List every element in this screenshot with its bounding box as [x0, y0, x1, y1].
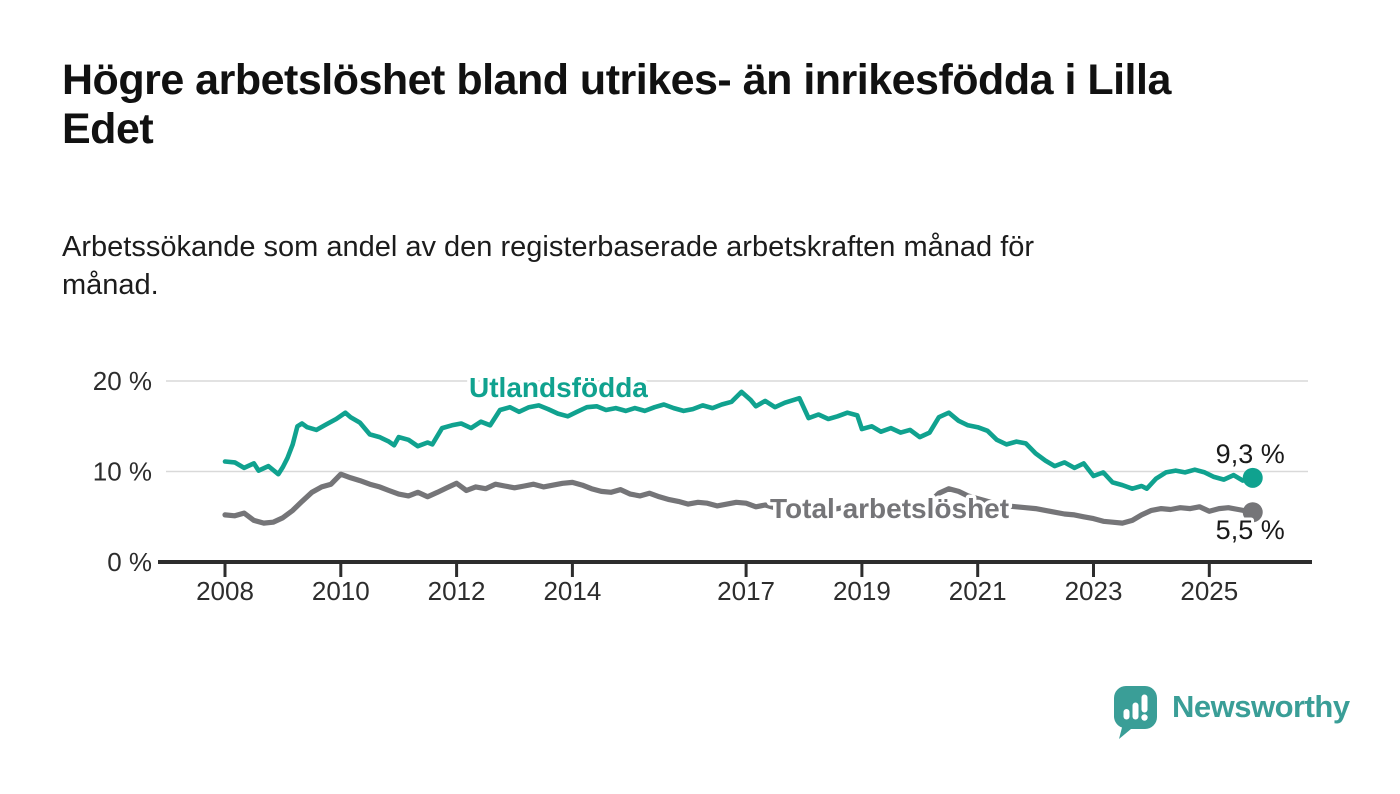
logo-exclamation-dot	[1141, 714, 1148, 721]
page-subtitle-line-1: Arbetssökande som andel av den registerb…	[62, 231, 1035, 263]
logo-bar-short	[1123, 709, 1130, 720]
y-axis-label-10: 10 %	[93, 457, 152, 487]
x-axis-label-2017: 2017	[717, 576, 775, 606]
series-value-label-total-arbetsloshet: 5,5 %	[1216, 515, 1285, 545]
series-endpoint-utlandsfodda	[1242, 467, 1263, 488]
series-label-total-arbetsloshet: Total arbetslöshet	[770, 493, 1009, 524]
series-label-utlandsfodda: Utlandsfödda	[469, 372, 648, 403]
page-title: Högre arbetslöshet bland utrikes- än inr…	[62, 56, 1171, 154]
series-endpoint-total-arbetsloshet	[1242, 502, 1263, 523]
x-axis-label-2023: 2023	[1065, 576, 1123, 606]
y-axis-label-0: 0 %	[107, 547, 152, 577]
series-line-utlandsfodda	[222, 389, 1255, 492]
y-axis-label-20: 20 %	[93, 366, 152, 396]
x-axis-label-2025: 2025	[1180, 576, 1238, 606]
logo-bar-tall	[1132, 702, 1139, 720]
page-title-line-2: Edet	[62, 105, 154, 153]
series-line-total-arbetsloshet	[222, 471, 1256, 526]
x-axis-label-2014: 2014	[543, 576, 601, 606]
x-axis-label-2019: 2019	[833, 576, 891, 606]
newsworthy-logo: Newsworthy	[1114, 686, 1350, 740]
logo-wordmark: Newsworthy	[1172, 689, 1350, 724]
x-axis-label-2010: 2010	[312, 576, 370, 606]
logo-exclamation-bar	[1141, 694, 1148, 713]
page-title-line-1: Högre arbetslöshet bland utrikes- än inr…	[62, 56, 1171, 104]
page-subtitle-line-2: månad.	[62, 269, 159, 301]
x-axis-label-2012: 2012	[428, 576, 486, 606]
page-subtitle: Arbetssökande som andel av den registerb…	[62, 228, 1034, 304]
x-axis-label-2021: 2021	[949, 576, 1007, 606]
bar-chart-speech-bubble-icon	[1114, 686, 1157, 739]
x-axis-label-2008: 2008	[196, 576, 254, 606]
series-value-label-utlandsfodda: 9,3 %	[1216, 439, 1285, 469]
